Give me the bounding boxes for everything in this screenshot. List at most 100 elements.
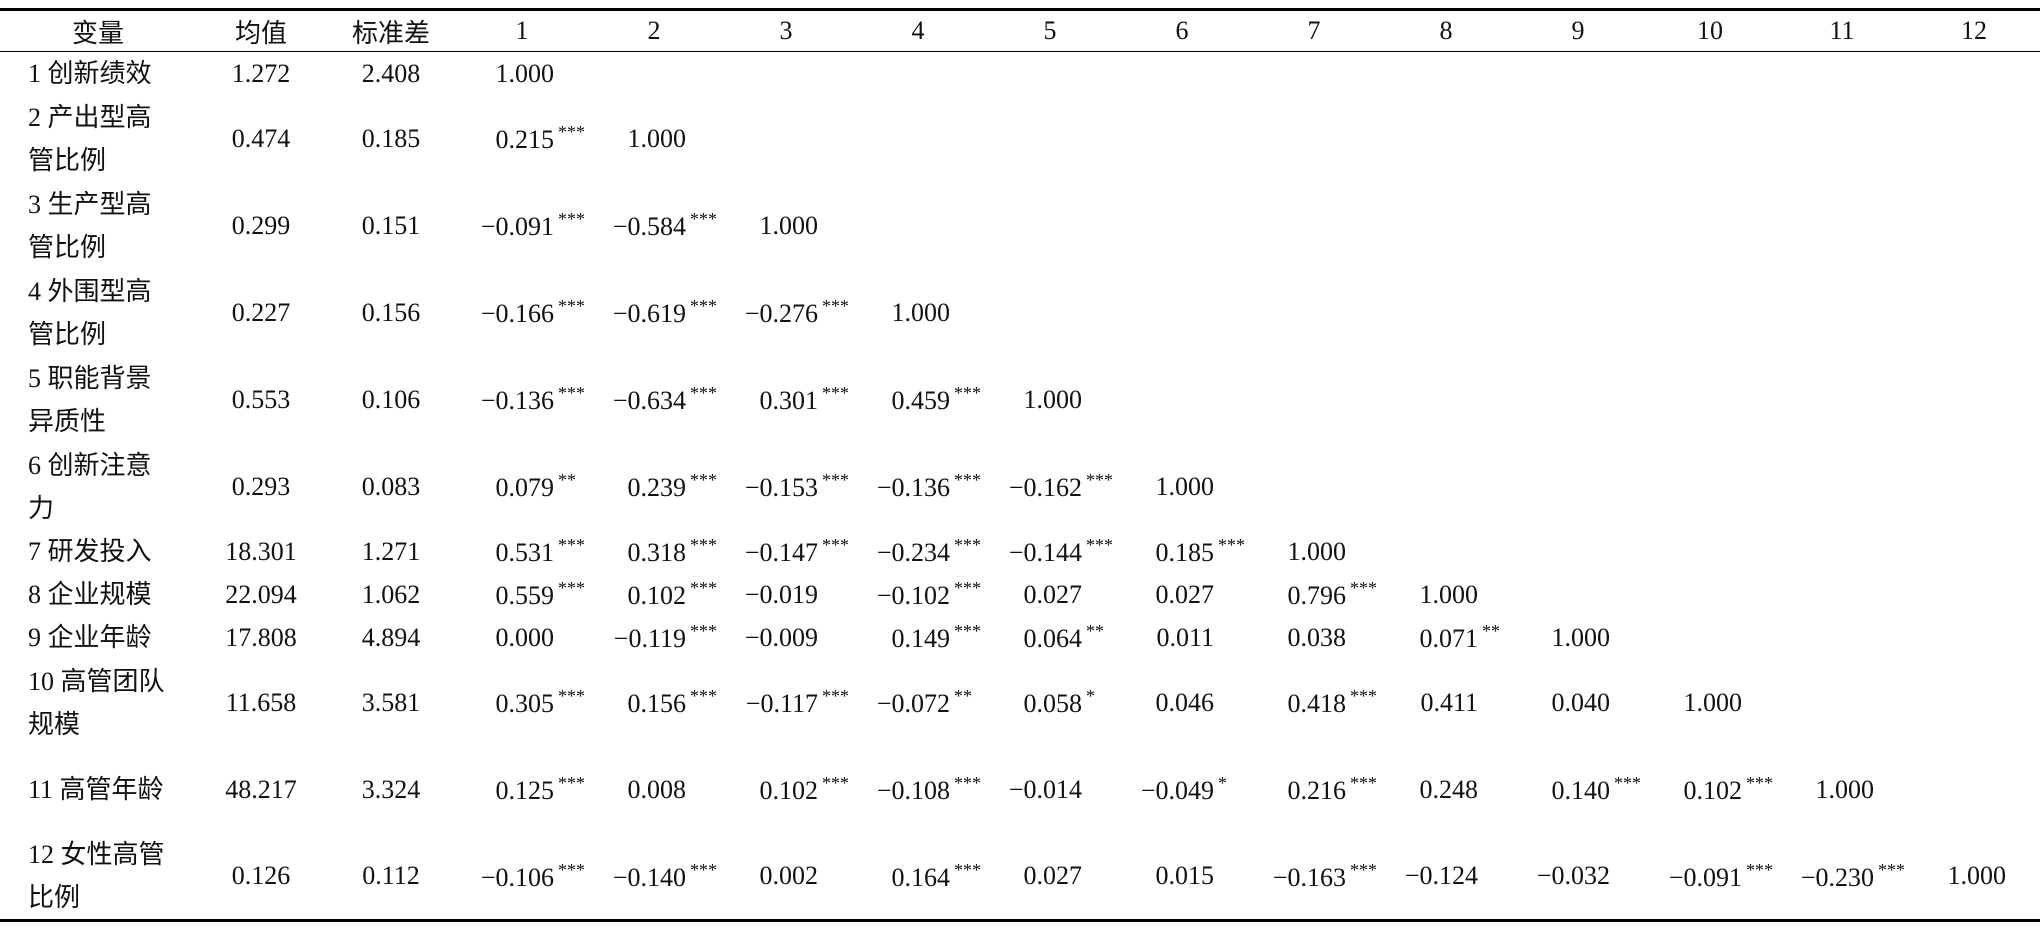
correlation-cell: −0.136 *** [456, 356, 588, 443]
correlation-value: −0.119 [613, 624, 686, 653]
correlation-value: 0.027 [1023, 579, 1083, 609]
correlation-cell: 0.002 [720, 833, 852, 921]
correlation-cell: 1.000 [588, 95, 720, 182]
correlation-cell [1248, 52, 1380, 96]
variable-label: 7 研发投入 [0, 530, 196, 573]
correlation-value: 0.156 [627, 689, 687, 718]
correlation-cell [1644, 356, 1776, 443]
correlation-cell: −0.106 *** [456, 833, 588, 921]
correlation-value: −0.147 [744, 538, 818, 567]
header-cell: 8 [1439, 16, 1453, 45]
significance-stars: *** [690, 578, 717, 598]
correlation-cell: 0.216 *** [1248, 746, 1380, 833]
correlation-cell: 0.156 *** [588, 659, 720, 746]
correlation-cell [1644, 182, 1776, 269]
correlation-value: 0.216 [1287, 776, 1347, 805]
correlation-cell: −0.119 *** [588, 616, 720, 659]
correlation-value: 0.038 [1287, 622, 1347, 652]
mean-cell: 48.217 [225, 774, 297, 804]
correlation-cell: 1.000 [456, 52, 588, 96]
correlation-cell [1908, 746, 2040, 833]
correlation-table: 变量 均值 标准差 1 2 3 4 5 6 7 8 9 10 11 12 1 创新绩效 1.272 2.408 1… [0, 8, 2040, 922]
correlation-value: −0.049 [1140, 776, 1214, 805]
correlation-cell: −0.144 *** [984, 530, 1116, 573]
table-row: 11 高管年龄 48.217 3.324 0.125 *** 0.008 0.102 *** −… [0, 746, 2040, 833]
correlation-value: −0.019 [744, 579, 818, 609]
correlation-value: 0.185 [1155, 538, 1215, 567]
correlation-cell [852, 95, 984, 182]
sd-cell: 2.408 [361, 58, 421, 88]
correlation-cell: 0.531 *** [456, 530, 588, 573]
significance-stars: *** [1614, 773, 1641, 793]
sd-cell: 0.185 [361, 123, 421, 153]
correlation-value: 0.239 [627, 473, 687, 502]
significance-stars: *** [1746, 859, 1773, 880]
mean-cell: 0.553 [231, 384, 291, 414]
table-row: 5 职能背景异质性 0.553 0.106 −0.136 *** −0.634 *** 0.3… [0, 356, 2040, 443]
correlation-value: 0.015 [1155, 861, 1215, 890]
correlation-value: 0.058 [1023, 689, 1083, 718]
correlation-cell: 0.079 ** [456, 443, 588, 530]
correlation-value: 0.011 [1156, 622, 1214, 652]
correlation-cell: −0.147 *** [720, 530, 852, 573]
correlation-cell: 0.027 [984, 833, 1116, 921]
table-row: 7 研发投入 18.301 1.271 0.531 *** 0.318 *** −0.147 *… [0, 530, 2040, 573]
sd-cell: 3.324 [361, 774, 421, 804]
mean-cell: 0.227 [231, 297, 291, 327]
correlation-cell: −0.234 *** [852, 530, 984, 573]
correlation-value: −0.162 [1008, 473, 1082, 502]
sd-cell: 0.151 [361, 210, 421, 240]
correlation-cell: −0.049 * [1116, 746, 1248, 833]
correlation-cell [1908, 356, 2040, 443]
correlation-cell [1908, 443, 2040, 530]
significance-stars: *** [954, 383, 981, 403]
table-header: 变量 均值 标准差 1 2 3 4 5 6 7 8 9 10 11 12 [0, 9, 2040, 52]
correlation-cell: 0.125 *** [456, 746, 588, 833]
variable-name: 11 高管年龄 [28, 775, 164, 804]
significance-stars: *** [1350, 686, 1377, 706]
significance-stars: *** [954, 859, 981, 880]
correlation-cell: 0.149 *** [852, 616, 984, 659]
significance-stars: *** [690, 296, 717, 316]
significance-stars: *** [558, 209, 585, 229]
correlation-cell: −0.091 *** [456, 182, 588, 269]
correlation-value: −0.276 [744, 299, 818, 328]
correlation-cell: −0.619 *** [588, 269, 720, 356]
correlation-value: 1.000 [1287, 536, 1347, 566]
correlation-cell: 0.102 *** [1644, 746, 1776, 833]
correlation-cell [720, 95, 852, 182]
correlation-cell: 1.000 [1908, 833, 2040, 921]
correlation-value: −0.140 [612, 862, 686, 892]
correlation-cell: 0.215 *** [456, 95, 588, 182]
correlation-value: 0.140 [1551, 776, 1611, 805]
correlation-value: 1.000 [891, 297, 951, 327]
correlation-cell: 1.000 [1512, 616, 1644, 659]
correlation-cell [1776, 95, 1908, 182]
header-cell: 9 [1571, 16, 1585, 45]
header-row: 变量 均值 标准差 1 2 3 4 5 6 7 8 9 10 11 12 [0, 9, 2040, 52]
significance-stars: ** [954, 686, 972, 706]
correlation-value: −0.584 [612, 212, 686, 241]
correlation-cell [1644, 95, 1776, 182]
correlation-value: −0.032 [1536, 861, 1610, 890]
correlation-cell [1248, 95, 1380, 182]
correlation-value: 0.046 [1155, 687, 1215, 717]
correlation-cell: −0.276 *** [720, 269, 852, 356]
header-cell: 7 [1307, 16, 1321, 45]
correlation-cell: −0.072 ** [852, 659, 984, 746]
correlation-cell: 0.239 *** [588, 443, 720, 530]
variable-label: 10 高管团队规模 [0, 659, 196, 746]
correlation-cell: −0.108 *** [852, 746, 984, 833]
mean-cell: 17.808 [225, 622, 297, 652]
correlation-value: 0.418 [1287, 689, 1347, 718]
significance-stars: ** [1086, 621, 1104, 641]
header-cell: 11 [1829, 16, 1855, 45]
significance-stars: *** [558, 296, 585, 316]
significance-stars: *** [822, 383, 849, 403]
significance-stars: *** [954, 535, 981, 555]
sd-cell: 0.106 [361, 384, 421, 414]
header-cell: 12 [1961, 16, 1987, 45]
correlation-value: 0.102 [627, 581, 687, 610]
correlation-cell: 0.008 [588, 746, 720, 833]
correlation-cell: 0.140 *** [1512, 746, 1644, 833]
